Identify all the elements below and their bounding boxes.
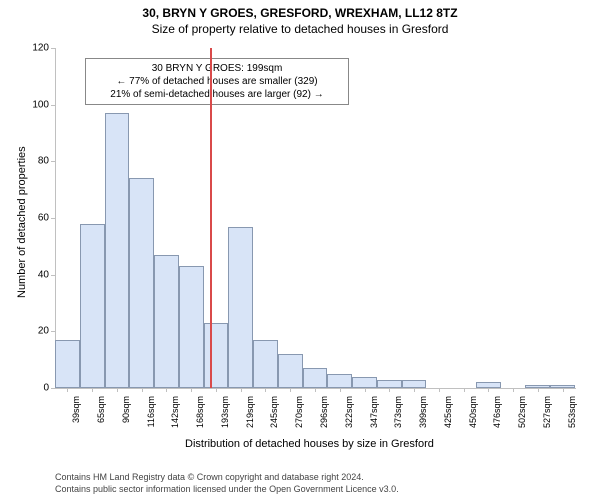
histogram-bar — [402, 380, 427, 389]
x-tick-label: 245sqm — [269, 396, 279, 440]
annotation-line: 30 BRYN Y GROES: 199sqm — [92, 62, 342, 75]
footer-attribution: Contains HM Land Registry data © Crown c… — [55, 472, 399, 495]
histogram-bar — [204, 323, 229, 388]
histogram-bar — [377, 380, 402, 389]
x-tick-label: 450sqm — [468, 396, 478, 440]
x-tick-label: 65sqm — [96, 396, 106, 440]
histogram-bar — [55, 340, 80, 388]
property-marker-line — [210, 48, 212, 388]
x-tick-label: 553sqm — [567, 396, 577, 440]
y-tick-label: 120 — [27, 43, 49, 54]
histogram-bar — [352, 377, 377, 388]
x-tick-mark — [265, 388, 266, 392]
histogram-bar — [80, 224, 105, 388]
y-tick-mark — [51, 218, 55, 219]
annotation-line: ← 77% of detached houses are smaller (32… — [92, 75, 342, 88]
x-tick-mark — [216, 388, 217, 392]
x-tick-label: 476sqm — [492, 396, 502, 440]
x-tick-mark — [389, 388, 390, 392]
histogram-bar — [154, 255, 179, 388]
x-tick-label: 373sqm — [393, 396, 403, 440]
footer-line: Contains public sector information licen… — [55, 484, 399, 496]
x-tick-mark — [365, 388, 366, 392]
x-tick-label: 219sqm — [245, 396, 255, 440]
x-tick-mark — [191, 388, 192, 392]
y-tick-label: 80 — [27, 156, 49, 167]
histogram-bar — [228, 227, 253, 389]
x-tick-mark — [166, 388, 167, 392]
y-tick-label: 20 — [27, 326, 49, 337]
annotation-line: 21% of semi-detached houses are larger (… — [92, 88, 342, 101]
x-tick-label: 142sqm — [170, 396, 180, 440]
chart-title: 30, BRYN Y GROES, GRESFORD, WREXHAM, LL1… — [0, 0, 600, 20]
histogram-bar — [129, 178, 154, 388]
x-tick-mark — [142, 388, 143, 392]
x-tick-mark — [241, 388, 242, 392]
x-tick-mark — [290, 388, 291, 392]
histogram-bar — [327, 374, 352, 388]
x-tick-label: 193sqm — [220, 396, 230, 440]
y-tick-mark — [51, 388, 55, 389]
annotation-box: 30 BRYN Y GROES: 199sqm ← 77% of detache… — [85, 58, 349, 105]
footer-line: Contains HM Land Registry data © Crown c… — [55, 472, 399, 484]
x-tick-label: 296sqm — [319, 396, 329, 440]
y-tick-label: 40 — [27, 269, 49, 280]
x-tick-label: 399sqm — [418, 396, 428, 440]
x-tick-mark — [538, 388, 539, 392]
x-tick-mark — [563, 388, 564, 392]
x-tick-label: 425sqm — [443, 396, 453, 440]
histogram-bar — [278, 354, 303, 388]
y-tick-mark — [51, 331, 55, 332]
histogram-bar — [179, 266, 204, 388]
x-tick-label: 90sqm — [121, 396, 131, 440]
x-tick-label: 347sqm — [369, 396, 379, 440]
x-tick-label: 39sqm — [71, 396, 81, 440]
x-tick-label: 168sqm — [195, 396, 205, 440]
x-tick-mark — [439, 388, 440, 392]
y-tick-mark — [51, 48, 55, 49]
x-tick-mark — [513, 388, 514, 392]
x-tick-mark — [414, 388, 415, 392]
x-tick-label: 116sqm — [146, 396, 156, 440]
x-tick-label: 502sqm — [517, 396, 527, 440]
y-tick-label: 0 — [27, 383, 49, 394]
x-tick-mark — [92, 388, 93, 392]
x-tick-mark — [67, 388, 68, 392]
chart-subtitle: Size of property relative to detached ho… — [0, 20, 600, 36]
chart-container: { "title": "30, BRYN Y GROES, GRESFORD, … — [0, 0, 600, 500]
y-tick-mark — [51, 105, 55, 106]
y-tick-label: 60 — [27, 213, 49, 224]
y-tick-mark — [51, 161, 55, 162]
histogram-bar — [253, 340, 278, 388]
y-tick-mark — [51, 275, 55, 276]
x-tick-mark — [315, 388, 316, 392]
x-tick-mark — [488, 388, 489, 392]
x-tick-mark — [464, 388, 465, 392]
x-tick-label: 322sqm — [344, 396, 354, 440]
y-tick-label: 100 — [27, 99, 49, 110]
histogram-bar — [105, 113, 130, 388]
x-tick-label: 527sqm — [542, 396, 552, 440]
x-tick-mark — [340, 388, 341, 392]
x-tick-label: 270sqm — [294, 396, 304, 440]
histogram-bar — [303, 368, 328, 388]
x-tick-mark — [117, 388, 118, 392]
